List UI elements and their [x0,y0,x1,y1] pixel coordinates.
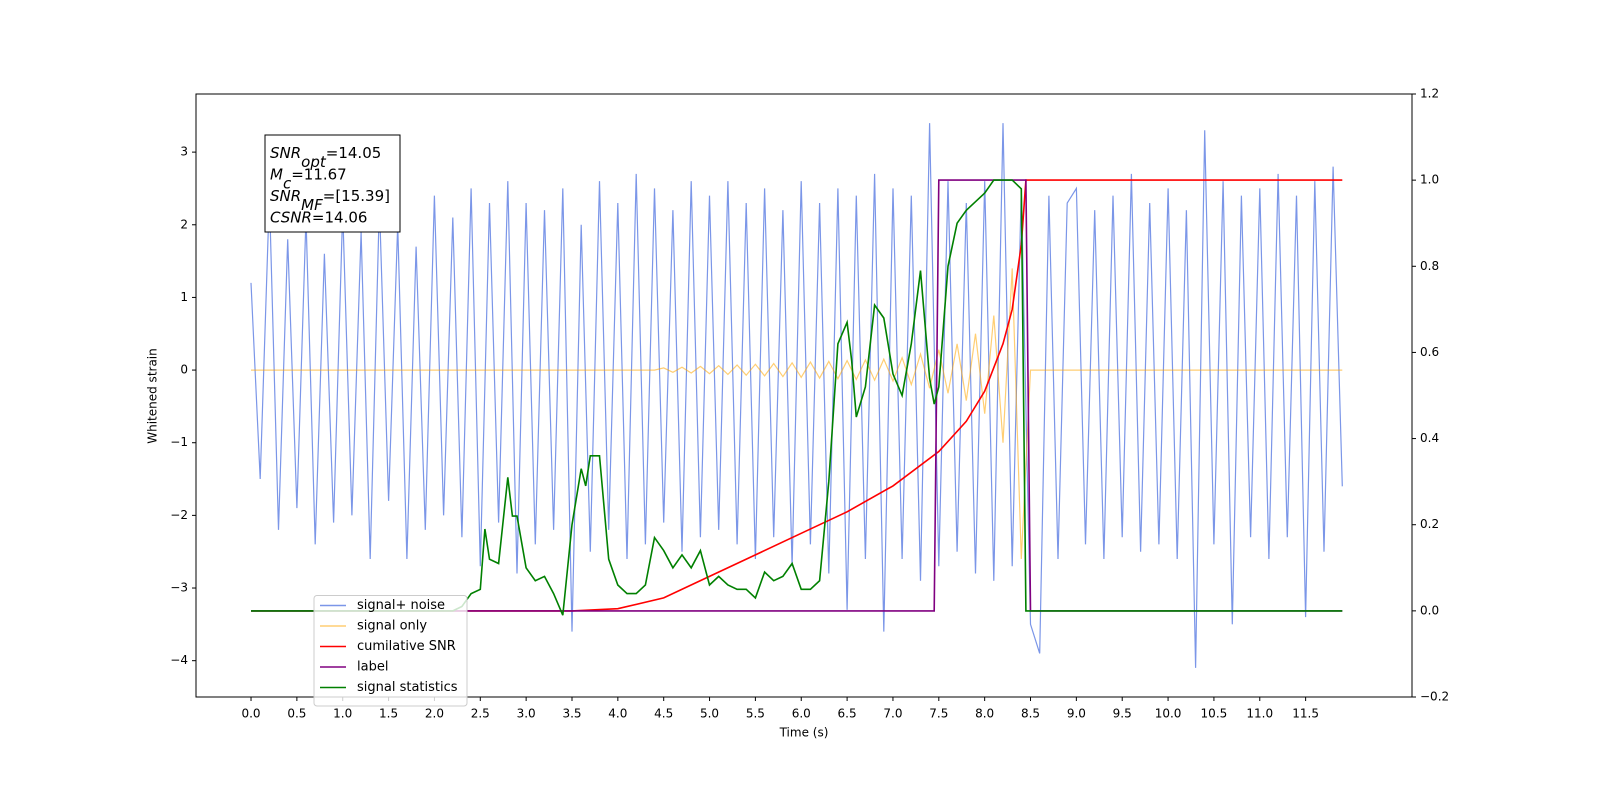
series-line [251,179,1343,616]
y-tick-label: −2 [170,508,188,522]
annotation: Mc=11.67 [270,165,347,192]
x-tick-label: 3.5 [562,707,581,721]
annotation: CSNR=14.06 [270,208,367,226]
annotation-value: =14.05 [326,144,382,162]
legend: signal+ noise signal only cumilative SNR la… [313,595,468,707]
x-tick-label: 8.0 [975,707,994,721]
annotation-symbol: SNR [270,187,301,205]
x-tick-label: 1.0 [333,707,352,721]
annotation-subscript: c [283,174,292,192]
legend-label: signal+ noise [357,598,445,613]
y2-tick-label: 0.6 [1420,345,1439,359]
x-tick-label: 7.5 [929,707,948,721]
x-tick-label: 9.0 [1067,707,1086,721]
y-tick-label: 2 [180,217,188,231]
annotation-value: =14.06 [312,208,368,226]
y2-tick-label: 0.2 [1420,517,1439,531]
x-tick-label: 8.5 [1021,707,1040,721]
x-tick-label: 9.5 [1113,707,1132,721]
x-axis-label: Time (s) [779,726,829,740]
annotation-subscript: opt [301,153,327,171]
x-tick-label: 10.0 [1155,707,1182,721]
y2-tick-label: −0.2 [1420,690,1449,704]
x-tick-label: 3.0 [517,707,536,721]
annotation-box: SNRopt=14.05Mc=11.67SNRMF=[15.39]CSNR=14… [264,134,401,233]
y2-tick-label: 0.4 [1420,431,1439,445]
annotation-symbol: SNR [270,144,301,162]
x-tick-label: 5.0 [700,707,719,721]
y2-tick-label: 1.2 [1420,87,1439,101]
x-tick-label: 4.0 [608,707,627,721]
x-tick-label: 7.0 [883,707,902,721]
annotation: SNRMF=[15.39] [270,187,390,214]
y-axis-label: Whitened strain [146,348,160,444]
annotation: SNRopt=14.05 [270,144,381,171]
annotation-symbol: CSNR [270,208,312,226]
annotation-symbol: M [270,165,283,183]
x-tick-label: 10.5 [1201,707,1228,721]
annotation-frame [264,134,401,233]
x-tick-label: 0.5 [287,707,306,721]
x-tick-label: 6.5 [838,707,857,721]
x-tick-label: 0.0 [241,707,260,721]
y-tick-label: 0 [180,363,188,377]
series-line [251,268,1343,560]
y2-tick-label: 0.0 [1420,603,1439,617]
y-tick-label: 1 [180,290,188,304]
y2-tick-label: 0.8 [1420,259,1439,273]
x-tick-label: 11.5 [1292,707,1319,721]
legend-label: label [357,660,388,675]
legend-label: cumilative SNR [357,639,456,654]
legend-label: signal only [357,619,427,634]
x-tick-label: 2.0 [425,707,444,721]
annotation-subscript: MF [301,196,323,214]
y-tick-label: −3 [170,581,188,595]
x-tick-label: 11.0 [1246,707,1273,721]
legend-label: signal statistics [357,680,458,695]
x-tick-label: 4.5 [654,707,673,721]
annotation-value: =[15.39] [323,187,390,205]
legend-frame [313,595,468,707]
annotation-value: =11.67 [291,165,347,183]
y-tick-label: −1 [170,435,188,449]
series-line [250,123,1343,668]
plot-frame [195,93,1413,698]
y-tick-label: −4 [170,653,188,667]
x-tick-label: 2.5 [471,707,490,721]
x-tick-label: 1.5 [379,707,398,721]
y-tick-label: 3 [180,145,188,159]
y2-tick-label: 1.0 [1420,173,1439,187]
x-tick-label: 5.5 [746,707,765,721]
x-tick-label: 6.0 [792,707,811,721]
